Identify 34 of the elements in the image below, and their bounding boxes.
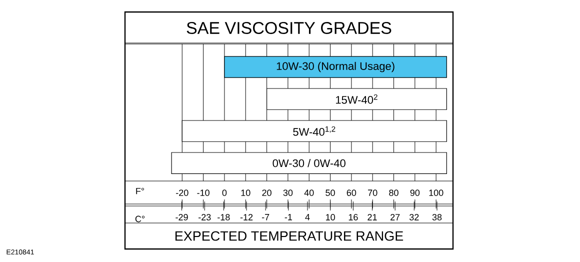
x2-tick-label: 32 [409,214,419,220]
x-tick-label: 90 [410,190,420,196]
x-tick-label: 100 [429,190,444,196]
y-tick-label: 15W-40$^{2}$ [336,94,378,104]
x-tick-label: 80 [389,190,398,196]
x2-tick-label: 38 [432,214,442,220]
x2-tick-label: 21 [368,214,377,220]
x-tick-label: 50 [326,190,335,196]
x2-tick-label: 27 [390,214,400,220]
x-tick-label: 0 [222,190,227,196]
x2-tick-label: -12 [240,214,253,220]
y-tick-label: 5W-40$^{1,2}$ [293,126,336,136]
x-tick-label: 10 [241,190,250,196]
x2-axis-title: C° [135,216,145,222]
x-tick-label: 20 [262,190,272,196]
x2-tick-label: 4 [305,214,310,220]
chart-title: SAE VISCOSITY GRADES [186,22,392,34]
text: EXPECTED TEMPERATURE RANGE [175,231,404,241]
y-tick-label: 0W-30 / 0W-40 [272,159,346,168]
x2-tick-label: -29 [176,214,188,220]
y-tick-label: 10W-30 (Normal Usage) [276,62,394,72]
x2-tick-label: -18 [218,214,230,220]
x2-tick-label: 10 [326,214,335,220]
x-axis-title: F° [136,188,144,194]
x2-tick-label: -23 [198,214,211,220]
x-tick-label: 30 [283,190,293,196]
x2-tick-label: -1 [284,214,292,220]
x-tick-label: 40 [304,190,314,196]
x-tick-label: 70 [368,190,378,196]
x-tick-label: 60 [346,190,356,196]
x-tick-label: -20 [176,190,188,196]
x2-tick-label: -7 [262,214,270,220]
x-tick-label: -10 [197,190,210,196]
x2-tick-label: 16 [348,214,358,220]
